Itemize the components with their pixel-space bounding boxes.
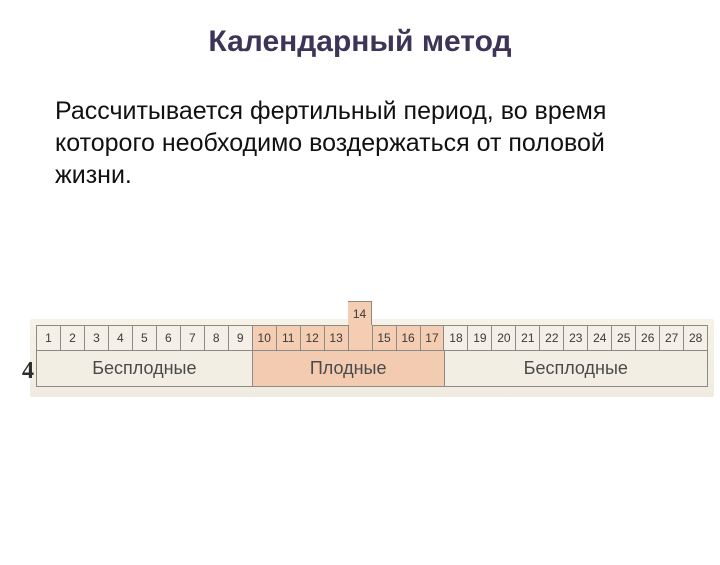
calendar-day: 11 xyxy=(277,325,301,351)
calendar-ovulation-day: 14 xyxy=(348,301,372,325)
calendar-day: 5 xyxy=(133,325,157,351)
calendar-day: 26 xyxy=(636,325,660,351)
calendar-day: 12 xyxy=(301,325,325,351)
calendar-day: 15 xyxy=(373,325,397,351)
calendar-segment-label: Плодные xyxy=(253,351,445,386)
slide-title: Календарный метод xyxy=(0,25,720,59)
slide-body-text: Рассчитывается фертильный период, во вре… xyxy=(55,95,660,191)
calendar-strip: 1234567891011121315161718192021222324252… xyxy=(36,325,708,387)
calendar-day: 24 xyxy=(588,325,612,351)
calendar-day: 3 xyxy=(85,325,109,351)
calendar-days-row: 1234567891011121315161718192021222324252… xyxy=(36,325,708,351)
calendar-day: 28 xyxy=(684,325,708,351)
calendar-segment-label: Бесплодные xyxy=(445,351,707,386)
calendar-day: 20 xyxy=(492,325,516,351)
calendar-labels-row: БесплодныеПлодныеБесплодные xyxy=(36,351,708,387)
calendar-day: 10 xyxy=(253,325,277,351)
calendar-day: 9 xyxy=(229,325,253,351)
calendar-day: 2 xyxy=(61,325,85,351)
calendar-day: 25 xyxy=(612,325,636,351)
calendar-day: 7 xyxy=(181,325,205,351)
calendar-segment-label: Бесплодные xyxy=(37,351,253,386)
calendar-day: 18 xyxy=(444,325,468,351)
calendar-row-number: 4 xyxy=(0,358,34,385)
calendar-day: 21 xyxy=(516,325,540,351)
calendar-day: 17 xyxy=(421,325,445,351)
calendar-day: 19 xyxy=(468,325,492,351)
calendar-day: 22 xyxy=(540,325,564,351)
calendar-day: 4 xyxy=(109,325,133,351)
calendar-day: 8 xyxy=(205,325,229,351)
calendar-day: 6 xyxy=(157,325,181,351)
calendar-day: 23 xyxy=(564,325,588,351)
calendar-day: 27 xyxy=(660,325,684,351)
calendar-day: 1 xyxy=(36,325,61,351)
calendar-day xyxy=(349,325,373,351)
calendar-day: 16 xyxy=(397,325,421,351)
calendar-day: 13 xyxy=(325,325,349,351)
